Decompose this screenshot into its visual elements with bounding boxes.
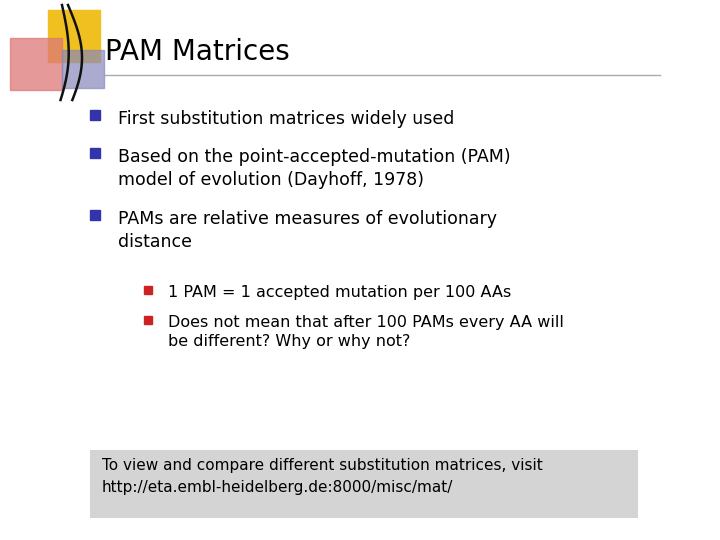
Text: To view and compare different substitution matrices, visit
http://eta.embl-heide: To view and compare different substituti… — [102, 458, 543, 495]
Text: PAM Matrices: PAM Matrices — [105, 38, 289, 66]
Text: PAMs are relative measures of evolutionary
distance: PAMs are relative measures of evolutiona… — [118, 210, 497, 251]
Bar — [62, 50, 104, 88]
Bar — [48, 10, 100, 62]
Text: First substitution matrices widely used: First substitution matrices widely used — [118, 110, 454, 128]
Bar — [10, 38, 62, 90]
Bar — [90, 450, 638, 518]
Text: 1 PAM = 1 accepted mutation per 100 AAs: 1 PAM = 1 accepted mutation per 100 AAs — [168, 285, 511, 300]
Text: Does not mean that after 100 PAMs every AA will
be different? Why or why not?: Does not mean that after 100 PAMs every … — [168, 315, 564, 349]
Text: Based on the point-accepted-mutation (PAM)
model of evolution (Dayhoff, 1978): Based on the point-accepted-mutation (PA… — [118, 148, 510, 189]
